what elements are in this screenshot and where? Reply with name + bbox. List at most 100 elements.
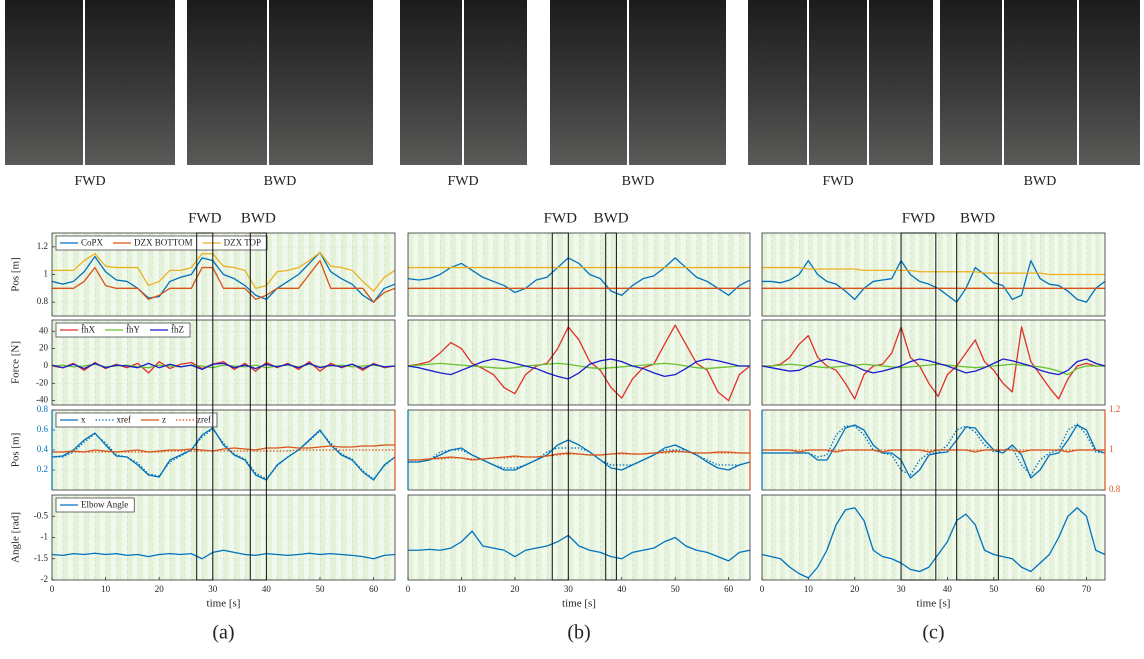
phase-label: BWD xyxy=(241,210,276,226)
x-tick-label: 50 xyxy=(315,584,325,594)
x-tick-label: 40 xyxy=(617,584,627,594)
x-tick-label: 40 xyxy=(943,584,953,594)
x-tick-label: 0 xyxy=(760,584,765,594)
photo xyxy=(5,0,175,165)
x-tick-label: 70 xyxy=(1082,584,1092,594)
legend-entry: x xyxy=(81,415,86,425)
legend-entry: CoPX xyxy=(81,238,104,248)
phase-box xyxy=(956,232,999,581)
y-tick-label: 1 xyxy=(44,269,49,279)
x-tick-label: 10 xyxy=(101,584,111,594)
y-tick-label: 0.8 xyxy=(37,296,49,306)
y-tick-label: 40 xyxy=(39,325,49,335)
x-tick-label: 10 xyxy=(804,584,814,594)
series-line xyxy=(408,358,750,380)
series-line xyxy=(52,449,395,453)
phase-box xyxy=(196,232,214,581)
series-line xyxy=(408,451,750,461)
x-tick-label: 60 xyxy=(369,584,379,594)
plot-frame xyxy=(407,319,751,406)
series-line xyxy=(762,363,1105,376)
x-tick-label: 0 xyxy=(50,584,55,594)
photo-label: BWD xyxy=(622,174,655,189)
legend-entry: DZX TOP xyxy=(224,238,261,248)
legend-entry: f̂hZ xyxy=(171,323,184,334)
plot-area xyxy=(762,495,1105,580)
x-tick-label: 0 xyxy=(406,584,411,594)
photo-label: FWD xyxy=(822,174,853,189)
phase-label: FWD xyxy=(544,210,578,226)
photo xyxy=(940,0,1140,165)
y-axis-label: Force [N] xyxy=(10,341,22,384)
photo-label: BWD xyxy=(264,174,297,189)
x-tick-label: 30 xyxy=(564,584,574,594)
plot-frame xyxy=(51,319,396,406)
series-line xyxy=(52,428,395,480)
series-line xyxy=(52,549,395,560)
series-line xyxy=(52,251,395,292)
x-axis-label: time [s] xyxy=(562,598,596,610)
plot-area xyxy=(408,410,750,490)
y-tick-label: -20 xyxy=(36,377,48,387)
series-line xyxy=(762,260,1105,303)
phase-box xyxy=(249,232,267,581)
y-tick-label: -2 xyxy=(41,574,49,584)
x-tick-label: 20 xyxy=(850,584,860,594)
series-line xyxy=(408,447,750,469)
series-line xyxy=(408,439,750,471)
y-axis-label: Angle [rad] xyxy=(10,512,22,563)
legend-entry: Elbow Angle xyxy=(81,500,128,510)
series-line xyxy=(762,507,1105,579)
panel-label: (a) xyxy=(212,622,234,644)
x-tick-label: 30 xyxy=(208,584,218,594)
series-line xyxy=(52,444,395,453)
x-tick-label: 40 xyxy=(262,584,272,594)
series-line xyxy=(52,427,395,481)
y-tick-label: 1.2 xyxy=(37,241,48,251)
plot-frame xyxy=(407,232,751,317)
panel-label: (b) xyxy=(567,622,590,644)
series-line xyxy=(762,266,1105,276)
y-tick-label: 0.4 xyxy=(37,444,49,454)
photo xyxy=(550,0,726,165)
phase-box xyxy=(900,232,937,581)
y-axis-label: Pos [m] xyxy=(10,257,22,292)
photo-label: BWD xyxy=(1024,174,1057,189)
legend-box xyxy=(55,235,268,251)
series-line xyxy=(762,424,1105,479)
x-axis-label: time [s] xyxy=(207,598,241,610)
photo-label: FWD xyxy=(74,174,105,189)
phase-label: BWD xyxy=(594,210,629,226)
x-tick-label: 30 xyxy=(897,584,907,594)
series-line xyxy=(52,362,395,371)
legend-entry: z xyxy=(162,415,166,425)
y2-tick-label: 0.8 xyxy=(1109,484,1121,494)
y-tick-label: 0 xyxy=(44,360,49,370)
plot-area xyxy=(408,233,750,316)
legend-entry: DZX BOTTOM xyxy=(134,238,193,248)
x-tick-label: 20 xyxy=(510,584,520,594)
x-axis-label: time [s] xyxy=(917,598,951,610)
plot-area xyxy=(408,495,750,580)
series-line xyxy=(408,362,750,370)
plot-frame xyxy=(51,232,396,317)
legend-entry: f̂hX xyxy=(81,323,95,334)
y-tick-label: 0.2 xyxy=(37,464,48,474)
plot-area xyxy=(408,320,750,405)
x-tick-label: 60 xyxy=(1036,584,1046,594)
y2-tick-label: 1 xyxy=(1109,444,1114,454)
plot-frame xyxy=(51,494,396,581)
series-line xyxy=(52,251,395,303)
phase-label: BWD xyxy=(960,210,995,226)
y-tick-label: -40 xyxy=(36,395,48,405)
x-tick-label: 10 xyxy=(457,584,467,594)
phase-label: FWD xyxy=(902,210,936,226)
series-line xyxy=(408,257,750,296)
legend-entry: f̂hY xyxy=(126,323,140,334)
y-tick-label: 0.6 xyxy=(37,424,49,434)
phase-label: FWD xyxy=(188,210,222,226)
photos: FWD BWD FWD BWD FWD BWD xyxy=(5,0,1140,189)
legend-entry: xref xyxy=(117,415,132,425)
series-line xyxy=(762,358,1105,376)
photo xyxy=(748,0,933,165)
